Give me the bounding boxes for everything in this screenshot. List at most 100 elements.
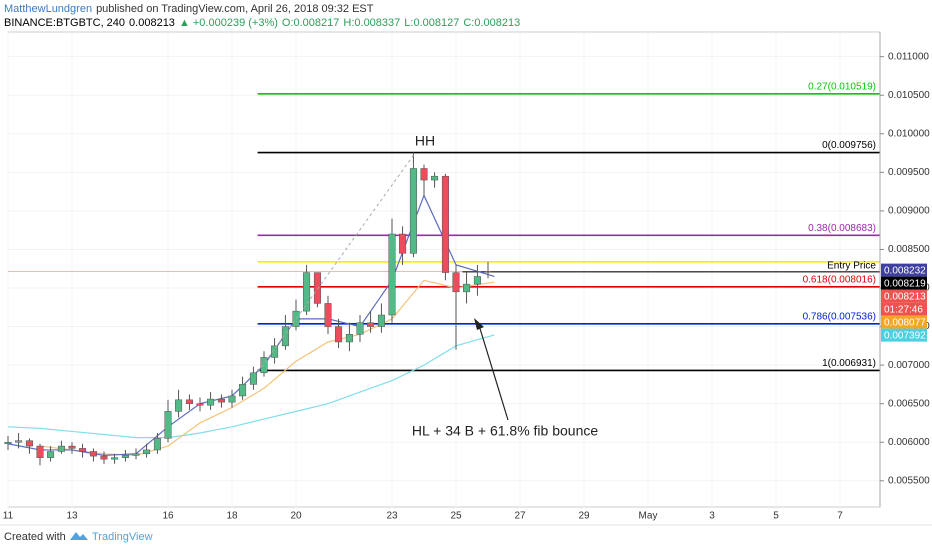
y-tick-label: 0.009000 [888,206,930,217]
candle-body [175,399,183,412]
candle-body [345,334,353,343]
price-tag-label: 0.008213 [884,291,926,302]
ohlc: O:0.008217 [282,17,340,29]
annotation-note: HL + 34 B + 61.8% fib bounce [412,423,598,439]
brand-logo [70,532,88,540]
fib-label: 1(0.006931) [822,358,876,369]
candle-body [153,438,161,451]
candle-body [463,283,471,293]
candle-body [164,411,172,439]
price-tag-label: 0.008232 [884,265,926,276]
marks: 0.27(0.010519) 0(0.009756) 0.38(0.008683) 0… [4,81,880,466]
candle-body [36,445,44,458]
candle-body [260,357,268,374]
candle-body [239,384,247,397]
y-tick-label: 0.006000 [888,437,930,448]
candle-body [4,441,12,445]
candle-body [121,455,129,458]
candle-body [356,322,364,335]
y-tick-label: 0.005500 [888,475,930,486]
footer-created: Created with [4,531,66,543]
y-tick-label: 0.009500 [888,167,930,178]
fib-label: 0.27(0.010519) [808,81,876,92]
candle-body [324,303,332,327]
candle-body [25,440,33,447]
y-tick-label: 0.007000 [888,360,930,371]
candle-body [292,310,300,327]
candle-body [473,276,481,285]
price-tag [881,276,927,290]
price-tag-label: 0.008077 [884,317,926,328]
x-tick-label: 20 [290,511,302,522]
price: 0.008213 [129,17,175,29]
price-tag [881,289,927,303]
x-tick-label: 7 [837,511,843,522]
y-tick-label: 0.010500 [888,90,930,101]
candle-body [431,175,439,181]
candle-body [399,233,407,254]
x-tick-label: 5 [773,511,779,522]
candle-body [47,451,55,458]
footer-brand[interactable]: TradingView [92,531,153,543]
candle-body [185,399,193,404]
candle-body [100,455,108,460]
fib-label: 0(0.009756) [822,140,876,151]
candle-body [377,314,385,327]
ohlc: H:0.008337 [343,17,400,29]
price-tag-label: 0.008219 [884,278,926,289]
y-tick-label: 0.008500 [888,244,930,255]
candle-body [57,445,65,452]
moving-average [7,334,495,439]
candle-body [249,372,257,385]
candle-body [89,451,97,457]
fib-trend-line [257,152,416,373]
y-tick-label: 0.006500 [888,398,930,409]
candle-body [281,326,289,347]
price-tag [881,328,927,342]
symbol: BINANCE:BTGBTC, 240 [4,17,125,29]
symbol-line: BINANCE:BTGBTC, 240 0.008213 ▲ +0.000239 (… [4,17,520,29]
change: ▲ +0.000239 (+3%) [179,17,278,29]
candle-body [217,398,225,403]
x-tick-label: 3 [709,511,715,522]
candle-body [313,272,321,304]
x-tick-label: May [639,511,658,522]
candle-body [228,395,236,403]
ohlc: C:0.008213 [463,17,520,29]
candle-body [143,449,151,455]
entry-label: Entry Price [827,260,876,271]
candle-body [79,448,87,452]
arrow-shaft [477,321,509,421]
price-tag [881,302,927,316]
y-tick-label: 0.011000 [888,51,929,62]
x-tick-label: 27 [514,511,526,522]
candle-body [196,403,204,406]
candle-body [271,345,279,358]
published: published on TradingView.com, April 26, … [96,3,374,15]
price-tag [881,315,927,329]
candle-body [303,272,311,312]
x-tick-label: 23 [386,511,398,522]
candle-body [367,322,375,327]
candle-body [420,168,428,181]
price-tag-label: 0.007392 [884,330,926,341]
candle-body [15,440,23,443]
author[interactable]: MatthewLundgren [4,3,92,15]
x-tick-label: 11 [3,511,14,522]
x-tick-label: 16 [162,511,174,522]
annotation-hh: HH [415,133,435,149]
price-tag [881,263,927,277]
candle-body [388,233,396,316]
fib-label: 0.786(0.007536) [803,311,876,322]
candle-body [68,445,76,449]
candle-body [452,272,460,293]
x-tick-label: 25 [450,511,462,522]
candle-body [335,326,343,343]
candle-body [441,175,449,273]
moving-average [7,193,495,456]
x-tick-label: 29 [578,511,590,522]
ohlc: L:0.008127 [404,17,459,29]
price-tag-label: 01:27:46 [884,304,923,315]
